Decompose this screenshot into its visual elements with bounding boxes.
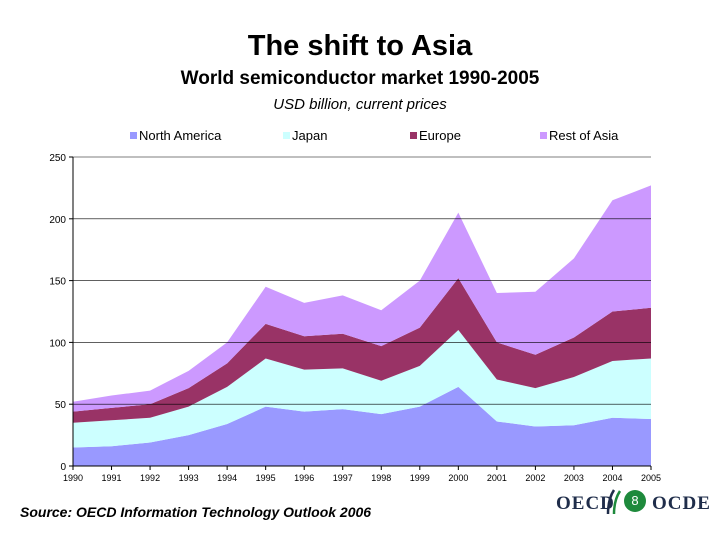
y-tick-label: 50 bbox=[55, 400, 67, 411]
x-tick-label: 2005 bbox=[641, 473, 661, 483]
oecd-logo-text: OECD bbox=[556, 493, 615, 514]
area-series-1 bbox=[73, 330, 651, 448]
page-number-badge: 8 bbox=[624, 490, 646, 512]
area-series-0 bbox=[73, 386, 651, 466]
legend-swatch-3 bbox=[540, 132, 547, 139]
x-tick-label: 1993 bbox=[179, 473, 199, 483]
x-tick-label: 1996 bbox=[294, 473, 314, 483]
x-tick-label: 1998 bbox=[371, 473, 391, 483]
plot-area: 0 50 100 150 200 250 1990 1991 1992 1993 1994 1995 1… bbox=[49, 153, 661, 483]
source-note: Source: OECD Information Technology Outl… bbox=[20, 504, 372, 520]
x-tick-label: 2001 bbox=[487, 473, 507, 483]
y-tick-label: 250 bbox=[49, 153, 66, 164]
y-tick-label: 200 bbox=[49, 215, 66, 226]
x-tick-label: 1997 bbox=[333, 473, 353, 483]
area-series-2 bbox=[73, 278, 651, 423]
legend-swatch-0 bbox=[130, 132, 137, 139]
y-tick-label: 100 bbox=[49, 338, 66, 349]
area-series-3 bbox=[73, 185, 651, 412]
x-tick-label: 1992 bbox=[140, 473, 160, 483]
ocde-logo-text: OCDE bbox=[652, 493, 711, 514]
legend-label-2: Europe bbox=[419, 128, 461, 143]
x-tick-label: 1994 bbox=[217, 473, 237, 483]
x-tick-label: 1990 bbox=[63, 473, 83, 483]
legend-label-0: North America bbox=[139, 128, 222, 143]
chart-units: USD billion, current prices bbox=[273, 96, 447, 113]
y-tick-label: 150 bbox=[49, 277, 66, 288]
x-tick-label: 1999 bbox=[410, 473, 430, 483]
x-tick-label: 1995 bbox=[256, 473, 276, 483]
y-tick-label: 0 bbox=[60, 462, 66, 473]
oecd-logo-icon bbox=[606, 489, 622, 515]
legend-swatch-2 bbox=[410, 132, 417, 139]
chart-legend: North America Japan Europe Rest of Asia bbox=[130, 128, 619, 143]
legend-label-3: Rest of Asia bbox=[549, 128, 619, 143]
x-tick-label: 2003 bbox=[564, 473, 584, 483]
x-tick-label: 2000 bbox=[448, 473, 468, 483]
legend-label-1: Japan bbox=[292, 128, 327, 143]
slide-title: The shift to Asia bbox=[247, 30, 473, 62]
x-tick-label: 2002 bbox=[525, 473, 545, 483]
chart-subtitle: World semiconductor market 1990-2005 bbox=[180, 68, 540, 89]
x-tick-label: 1991 bbox=[102, 473, 122, 483]
legend-swatch-1 bbox=[283, 132, 290, 139]
x-tick-label: 2004 bbox=[602, 473, 622, 483]
